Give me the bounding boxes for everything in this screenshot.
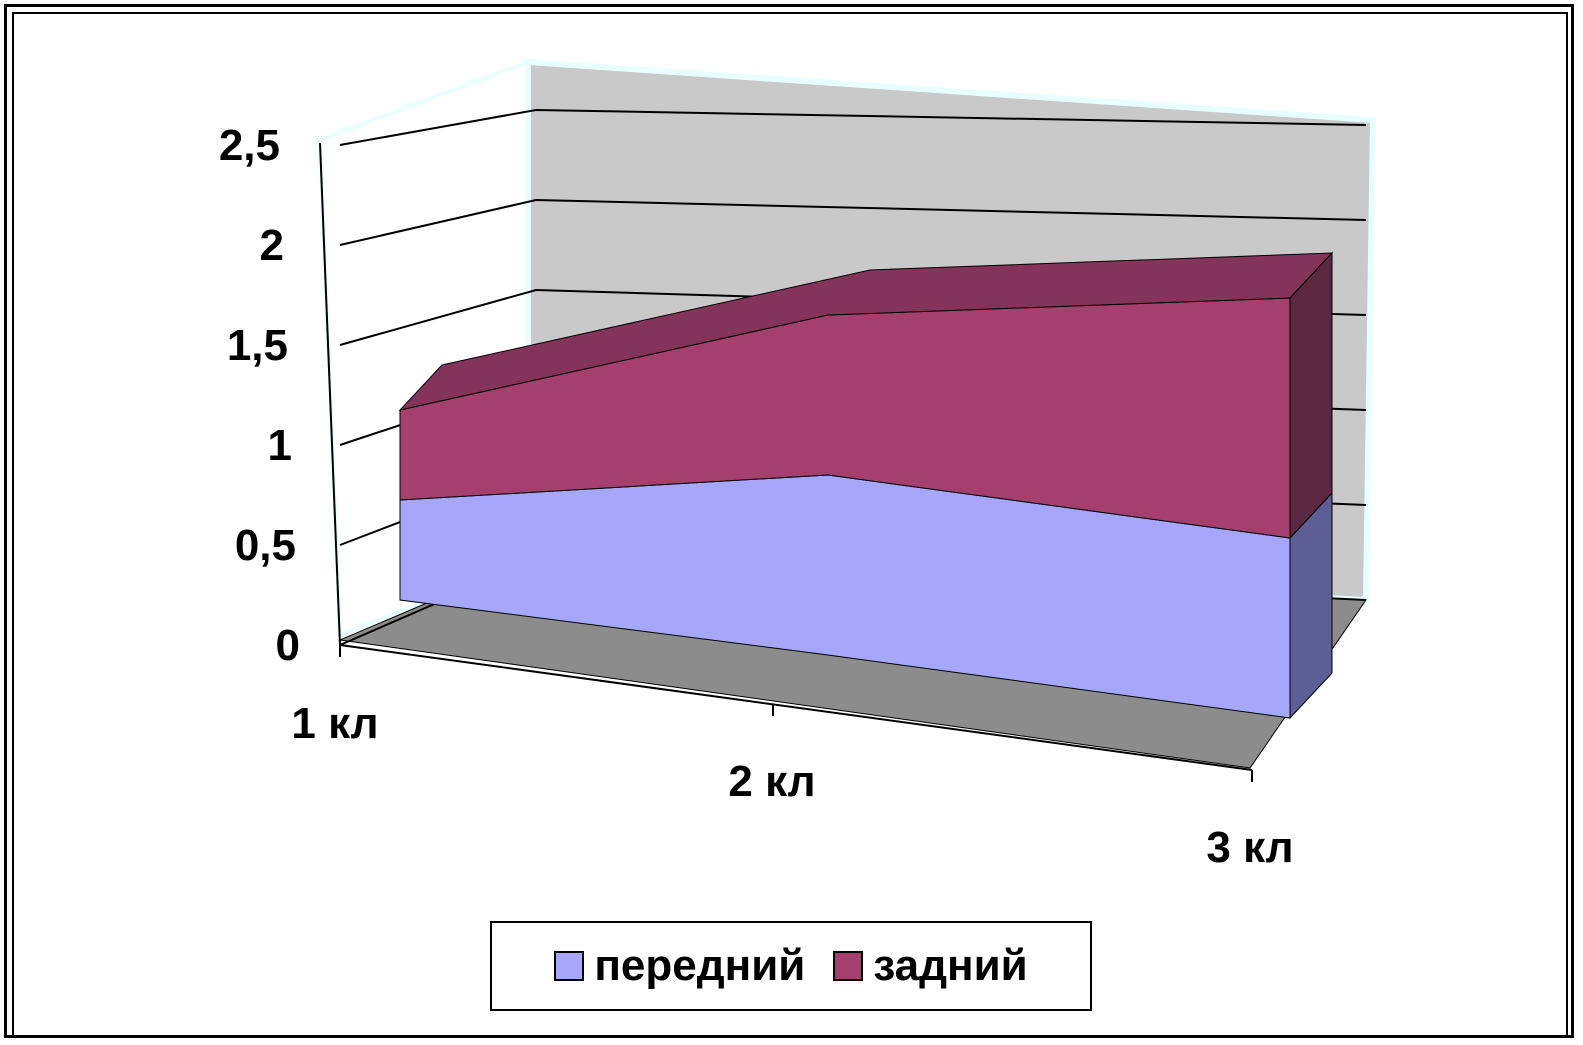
y-tick-label: 2 (260, 221, 284, 270)
x-tick-labels: 1 кл 2 кл 3 кл (291, 699, 1293, 872)
y-tick-labels: 0 0,5 1 1,5 2 2,5 (219, 121, 300, 670)
x-tick-label: 2 кл (728, 757, 815, 806)
legend: передний задний (490, 921, 1092, 1011)
gridline (339, 198, 1367, 246)
y-tick-label: 0 (276, 621, 300, 670)
y-tick-label: 1,5 (227, 321, 288, 370)
legend-item-back: задний (833, 941, 1028, 991)
legend-label-front: передний (594, 941, 806, 990)
series-layer (398, 251, 1334, 720)
y-tick-label: 1 (268, 421, 292, 470)
x-tick-label: 3 кл (1206, 823, 1293, 872)
series-back-side (1289, 251, 1333, 540)
x-axis (339, 644, 1253, 771)
y-axis (319, 142, 341, 646)
x-tick-label: 1 кл (291, 699, 378, 748)
legend-swatch-front (554, 951, 585, 981)
legend-item-front: передний (554, 941, 805, 991)
y-tick-label: 2,5 (219, 121, 280, 170)
y-tick-label: 0,5 (235, 521, 296, 570)
legend-label-back: задний (873, 941, 1028, 990)
gridline (339, 108, 1367, 146)
legend-swatch-back (833, 951, 864, 981)
chart-frame (4, 4, 1574, 1038)
chart-frame-inner (12, 12, 1568, 1038)
